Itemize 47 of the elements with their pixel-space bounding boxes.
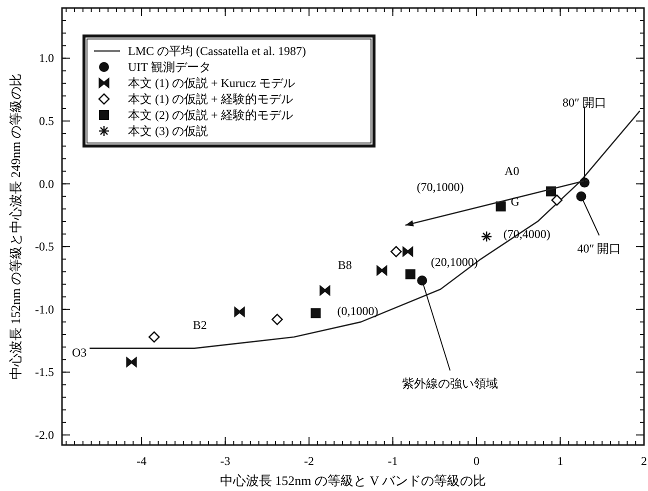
annotation: (0,1000)	[337, 304, 378, 318]
x-tick-label: -2	[304, 454, 314, 468]
point	[310, 308, 321, 318]
point	[417, 275, 428, 286]
legend-label: 本文 (3) の仮説	[128, 124, 208, 138]
y-tick-label: -2.0	[35, 428, 54, 442]
x-tick-label: 2	[641, 454, 647, 468]
annotation: G	[510, 194, 520, 208]
point	[576, 191, 586, 202]
x-tick-label: -3	[220, 454, 230, 468]
annotation: B2	[192, 318, 207, 332]
annotation: O3	[72, 345, 87, 360]
point	[551, 194, 563, 206]
point	[126, 356, 137, 368]
annotation: (20,1000)	[430, 255, 478, 270]
annotation: 40″ 開口	[577, 241, 622, 256]
legend-label: 本文 (2) の仮説 + 経験的モデル	[128, 108, 293, 122]
point	[405, 269, 416, 280]
legend-label: LMC の平均 (Cassatella et al. 1987)	[128, 44, 306, 58]
point	[496, 201, 506, 212]
x-tick-label: -1	[388, 454, 398, 468]
x-axis-title: 中心波長 152nm の等級と V バンドの等級の比	[220, 473, 486, 488]
annotation: (70,1000)	[416, 180, 464, 194]
y-tick-label: -1.0	[35, 302, 54, 316]
x-tick-label: 0	[474, 454, 480, 468]
annotation: 紫外線の強い領域	[402, 376, 498, 390]
point	[376, 265, 388, 276]
y-axis-title: 中心波長 152nm の等級と中心波長 249nm の等級の比	[8, 73, 23, 380]
point	[234, 306, 245, 318]
annotation: 80″ 開口	[562, 96, 607, 110]
point	[390, 246, 402, 258]
y-tick-label: -0.5	[35, 240, 54, 254]
y-tick-label: 0.5	[39, 114, 54, 128]
x-tick-label: 1	[557, 454, 564, 468]
point	[148, 331, 160, 343]
y-tick-label: 1.0	[39, 51, 54, 66]
point	[320, 285, 330, 296]
y-tick-label: -1.5	[35, 365, 54, 380]
point	[272, 314, 283, 326]
annotation: B8	[338, 258, 352, 272]
legend-label: UIT 観測データ	[128, 60, 211, 74]
x-tick-label: -4	[136, 454, 147, 468]
annotation: A0	[504, 164, 520, 178]
legend-label: 本文 (1) の仮説 + 経験的モデル	[128, 92, 293, 106]
legend-label: 本文 (1) の仮説 + Kurucz モデル	[128, 76, 296, 90]
point	[402, 246, 414, 257]
y-tick-label: 0.0	[39, 176, 54, 191]
